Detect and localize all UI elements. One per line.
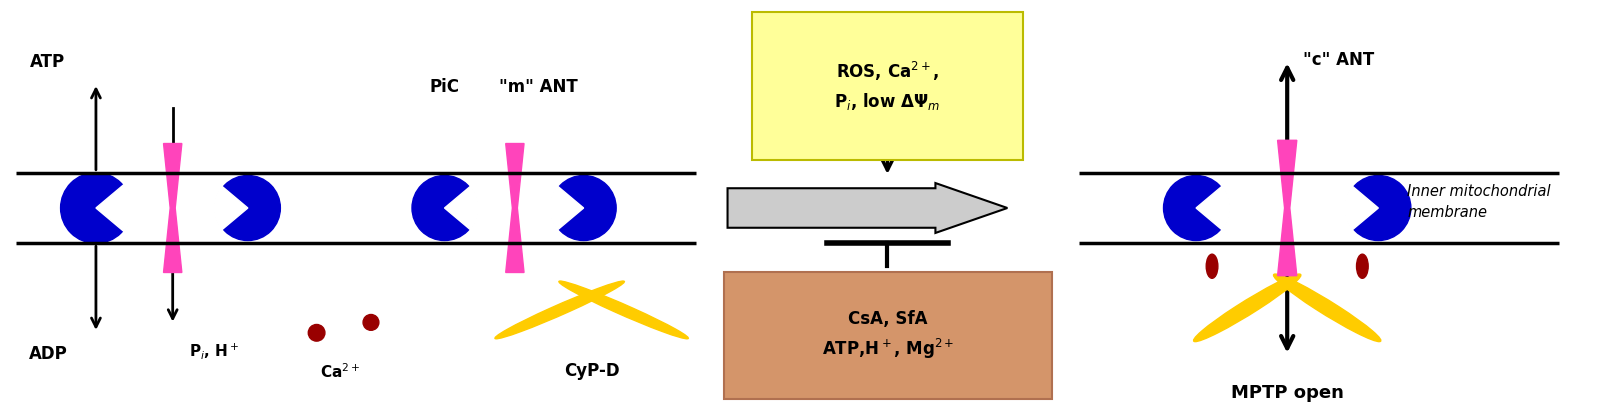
- Text: Ca$^{2+}$: Ca$^{2+}$: [320, 362, 361, 381]
- Text: "m" ANT: "m" ANT: [499, 78, 579, 96]
- Ellipse shape: [61, 173, 131, 243]
- FancyArrow shape: [728, 183, 1007, 233]
- Ellipse shape: [1346, 176, 1410, 240]
- Text: Inner mitochondrial
membrane: Inner mitochondrial membrane: [1407, 184, 1551, 220]
- Ellipse shape: [1206, 254, 1218, 278]
- Polygon shape: [163, 144, 182, 272]
- Ellipse shape: [1193, 274, 1302, 342]
- Ellipse shape: [309, 324, 325, 341]
- Polygon shape: [1345, 186, 1378, 230]
- Ellipse shape: [216, 176, 280, 240]
- Ellipse shape: [1273, 274, 1382, 342]
- FancyBboxPatch shape: [724, 272, 1052, 399]
- Polygon shape: [96, 184, 133, 232]
- Text: ROS, Ca$^{2+}$,
P$_i$, low ΔΨ$_m$: ROS, Ca$^{2+}$, P$_i$, low ΔΨ$_m$: [835, 60, 940, 112]
- Polygon shape: [1196, 186, 1230, 230]
- Polygon shape: [1278, 140, 1297, 276]
- Polygon shape: [550, 186, 584, 230]
- Text: ADP: ADP: [29, 345, 67, 363]
- Ellipse shape: [413, 176, 477, 240]
- Ellipse shape: [560, 281, 688, 339]
- Text: MPTP open: MPTP open: [1231, 384, 1343, 402]
- Ellipse shape: [363, 314, 379, 330]
- Ellipse shape: [552, 176, 616, 240]
- Ellipse shape: [496, 281, 624, 339]
- Polygon shape: [214, 186, 248, 230]
- Ellipse shape: [1356, 254, 1369, 278]
- Text: PiC: PiC: [430, 78, 459, 96]
- Polygon shape: [445, 186, 478, 230]
- Ellipse shape: [1164, 176, 1228, 240]
- Text: "c" ANT: "c" ANT: [1303, 51, 1375, 69]
- Text: CsA, SfA
ATP,H$^+$, Mg$^{2+}$: CsA, SfA ATP,H$^+$, Mg$^{2+}$: [822, 310, 955, 362]
- Text: ATP: ATP: [30, 53, 66, 71]
- Polygon shape: [505, 144, 524, 272]
- Text: CyP-D: CyP-D: [564, 362, 619, 380]
- Text: P$_i$, H$^+$: P$_i$, H$^+$: [189, 341, 240, 361]
- FancyBboxPatch shape: [752, 12, 1023, 160]
